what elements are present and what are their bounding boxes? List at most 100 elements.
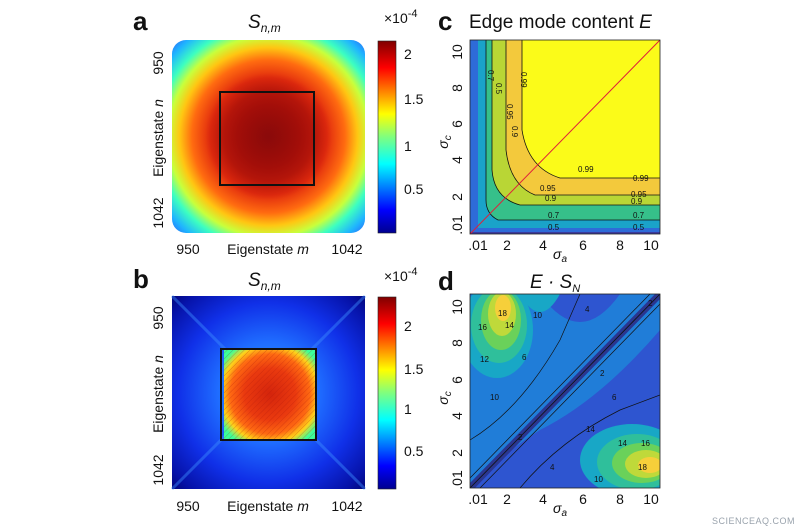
colorbar-a-tick: 1 xyxy=(404,138,412,154)
title-a: Sn,m xyxy=(248,12,281,35)
x-tick-c: 8 xyxy=(616,237,624,253)
contour-label-d: 4 xyxy=(550,463,555,472)
x-tick-b-950: 950 xyxy=(176,498,200,514)
x-tick-d: 6 xyxy=(579,491,587,507)
contour-label-d: 4 xyxy=(585,305,590,314)
contour-label-c: 0.9 xyxy=(510,126,519,138)
x-tick-c: 2 xyxy=(503,237,511,253)
panel-c: c Edge mode content E 0.7 0.5 0.95 0.99 … xyxy=(435,6,661,265)
contour-label-d: 16 xyxy=(641,439,650,448)
contour-label-d: 16 xyxy=(478,323,487,332)
ylabel-b: Eigenstate n xyxy=(150,355,166,433)
contour-label-d: 12 xyxy=(480,355,489,364)
y-tick-a-950: 950 xyxy=(150,51,166,75)
y-tick-a-1042: 1042 xyxy=(150,197,166,228)
title-d: E · SN xyxy=(530,272,580,295)
colorbar-a-exponent: ×10-4 xyxy=(384,8,418,26)
colorbar-b-tick: 2 xyxy=(404,318,412,334)
panel-letter-b: b xyxy=(133,264,149,294)
panel-a: a Sn,m 950 1042 Eigenstate m 950 1042 Ei… xyxy=(133,6,424,257)
contour-label-c: 0.7 xyxy=(486,70,495,82)
plot-frame-d xyxy=(469,293,661,489)
x-tick-c: 4 xyxy=(539,237,547,253)
heatmap-a-core xyxy=(205,73,332,200)
contour-c-line xyxy=(521,40,660,179)
diagonal-line-c xyxy=(470,40,660,234)
contour-label-d: 2 xyxy=(518,433,523,442)
colorbar-a xyxy=(377,40,397,234)
panel-letter-a: a xyxy=(133,6,148,36)
x-tick-d: 4 xyxy=(539,491,547,507)
y-tick-c: .01 xyxy=(449,215,465,235)
contour-c-line xyxy=(491,40,660,206)
contour-c-level-6 xyxy=(522,40,660,178)
contour-d-peak-upper xyxy=(495,295,511,321)
y-tick-b-1042: 1042 xyxy=(150,454,166,485)
y-tick-b-950: 950 xyxy=(150,306,166,330)
watermark: SCIENCEAQ.COM xyxy=(712,516,795,526)
y-tick-d: 4 xyxy=(449,412,465,420)
contour-label-c: 0.7 xyxy=(548,211,560,220)
colorbar-a-tick: 2 xyxy=(404,46,412,62)
contour-d-level xyxy=(470,294,560,312)
title-b: Sn,m xyxy=(248,270,281,293)
x-tick-b-1042: 1042 xyxy=(331,498,362,514)
contour-label-c: 0.5 xyxy=(548,223,560,232)
xlabel-b: Eigenstate m xyxy=(227,498,309,514)
contour-d-line xyxy=(479,303,660,488)
colorbar-a-tick: 0.5 xyxy=(404,181,424,197)
y-tick-d: .01 xyxy=(449,470,465,490)
plot-frame-c xyxy=(469,39,661,235)
colorbar-b-tick: 1 xyxy=(404,401,412,417)
highlight-box-a xyxy=(219,91,315,186)
x-tick-a-1042: 1042 xyxy=(331,241,362,257)
x-tick-c: .01 xyxy=(468,237,488,253)
contour-label-d: 10 xyxy=(594,475,603,484)
contour-label-d: 2 xyxy=(648,299,653,308)
x-tick-c: 10 xyxy=(643,237,659,253)
y-tick-c: 6 xyxy=(449,120,465,128)
x-tick-d: 10 xyxy=(643,491,659,507)
contour-label-d: 2 xyxy=(600,369,605,378)
x-tick-d: .01 xyxy=(468,491,488,507)
y-tick-c: 8 xyxy=(449,84,465,92)
contour-label-c: 0.99 xyxy=(578,165,594,174)
xlabel-d: σa xyxy=(553,500,567,519)
xlabel-a: Eigenstate m xyxy=(227,241,309,257)
y-tick-d: 2 xyxy=(449,449,465,457)
title-c: Edge mode content E xyxy=(469,12,652,33)
y-tick-d: 8 xyxy=(449,339,465,347)
contour-label-d: 14 xyxy=(505,321,514,330)
y-tick-c: 4 xyxy=(449,156,465,164)
colorbar-a-tick: 1.5 xyxy=(404,91,424,107)
contour-label-d: 14 xyxy=(618,439,627,448)
ylabel-a: Eigenstate n xyxy=(150,99,166,177)
contour-label-c: 0.5 xyxy=(633,223,645,232)
contour-label-c: 0.99 xyxy=(633,174,649,183)
contour-c-fills xyxy=(470,40,660,234)
contour-label-d: 10 xyxy=(490,393,499,402)
x-tick-d: 2 xyxy=(503,491,511,507)
contour-label-c: 0.5 xyxy=(494,83,503,95)
y-tick-d: 6 xyxy=(449,376,465,384)
contour-label-c: 0.95 xyxy=(505,104,514,120)
contour-label-c: 0.7 xyxy=(633,211,645,220)
heatmap-b-texture xyxy=(224,348,316,440)
contour-label-c: 0.99 xyxy=(519,72,528,88)
colorbar-b-tick: 1.5 xyxy=(404,361,424,377)
contour-label-d: 18 xyxy=(638,463,647,472)
contour-d-line xyxy=(470,294,651,479)
contour-label-c: 0.9 xyxy=(631,197,643,206)
colorbar-b xyxy=(377,296,397,490)
xlabel-c: σa xyxy=(553,246,567,265)
colorbar-b-tick: 0.5 xyxy=(404,443,424,459)
panel-letter-d: d xyxy=(438,266,454,296)
contour-label-c: 0.95 xyxy=(540,184,556,193)
panel-d: d E · SN 18 16 14 12 10 xyxy=(435,266,661,519)
x-tick-d: 8 xyxy=(616,491,624,507)
contour-label-d: 18 xyxy=(498,309,507,318)
contour-c-line xyxy=(485,40,660,221)
panel-b: b Sn,m 950 1042 Eigenstate m 950 1042 Ei… xyxy=(133,264,424,514)
highlight-box-b xyxy=(220,348,317,441)
